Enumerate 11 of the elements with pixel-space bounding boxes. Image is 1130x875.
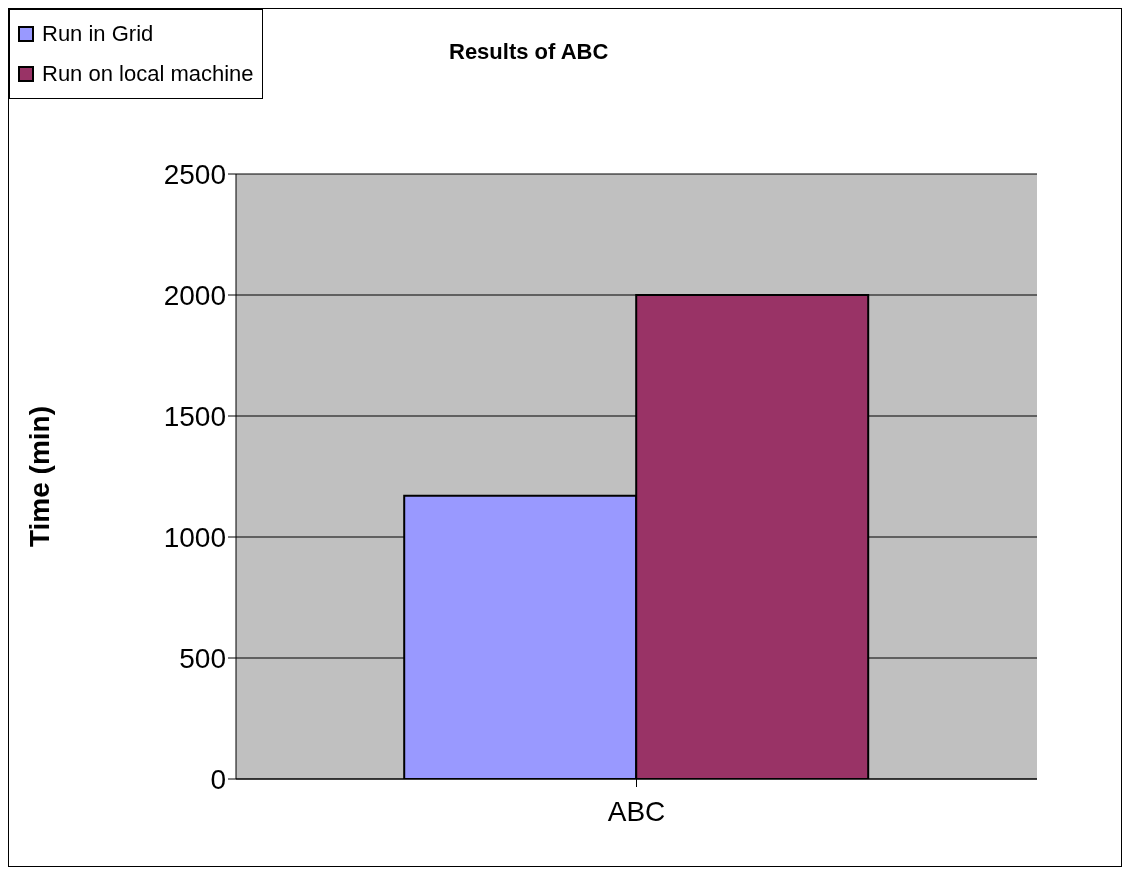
y-tick-label: 0 — [210, 763, 226, 795]
y-tick-label: 2000 — [163, 279, 226, 311]
legend-label: Run on local machine — [42, 60, 254, 88]
y-tick-label: 1500 — [163, 400, 226, 432]
x-tick-label: ABC — [607, 795, 666, 827]
y-axis-title: Time (min) — [23, 405, 55, 548]
y-tick-label: 1000 — [163, 521, 226, 553]
y-tick-label: 2500 — [163, 158, 226, 190]
chart-title: Results of ABC — [449, 39, 609, 65]
legend-label: Run in Grid — [42, 20, 154, 48]
y-tick-label: 500 — [179, 642, 226, 674]
